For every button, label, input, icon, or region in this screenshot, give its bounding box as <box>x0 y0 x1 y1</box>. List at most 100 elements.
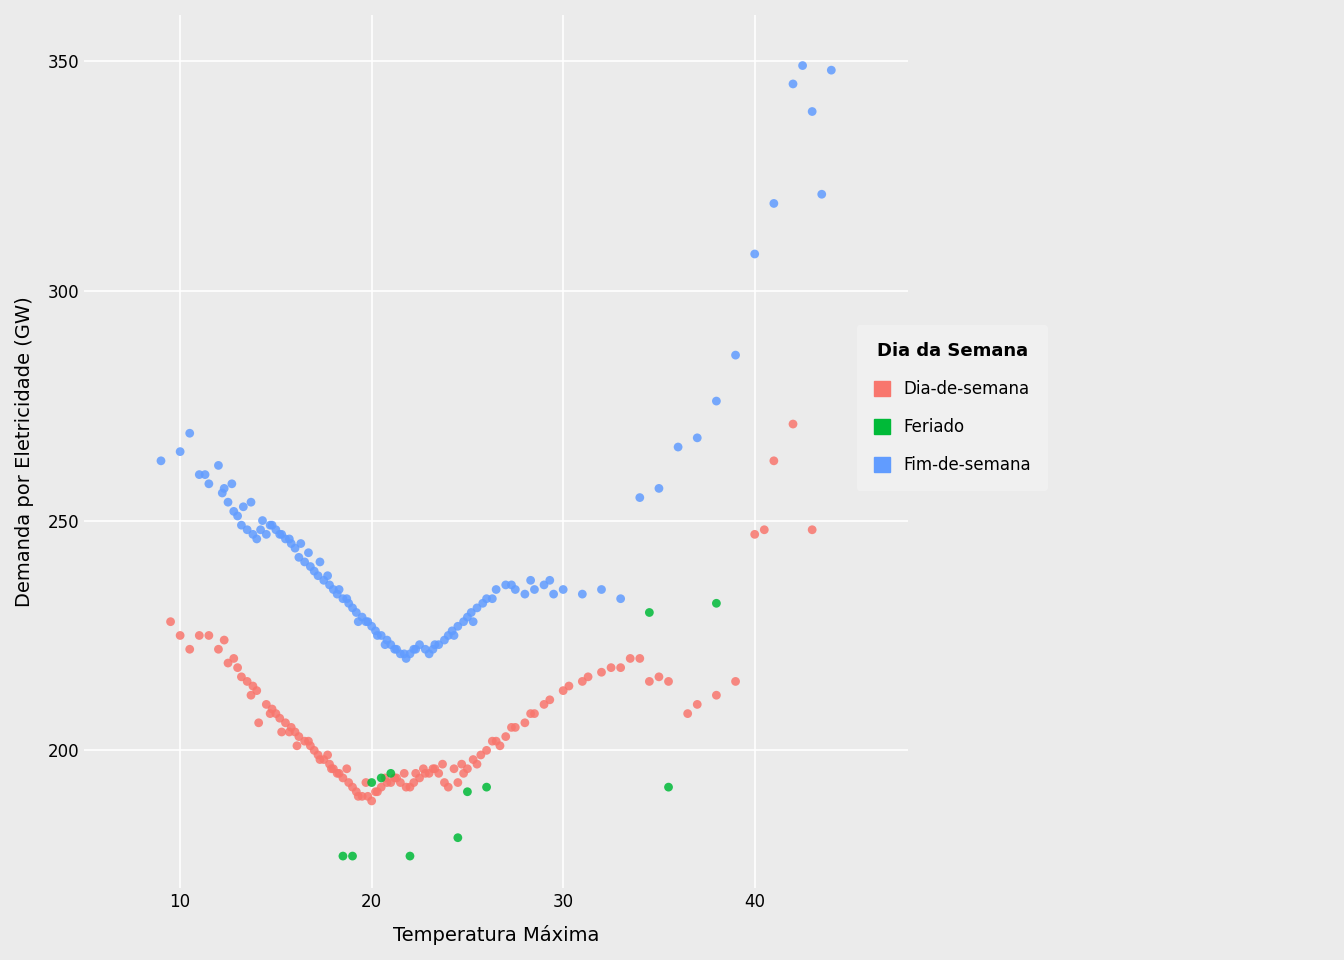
Feriado <box>371 770 392 785</box>
Dia-de-semana <box>539 692 560 708</box>
Dia-de-semana <box>271 724 293 739</box>
Fim-de-semana <box>319 577 340 592</box>
Dia-de-semana <box>520 706 542 721</box>
Dia-de-semana <box>558 679 579 694</box>
Feriado <box>657 780 679 795</box>
Dia-de-semana <box>422 761 444 777</box>
Fim-de-semana <box>285 540 306 556</box>
Fim-de-semana <box>376 633 398 648</box>
Fim-de-semana <box>345 605 367 620</box>
Dia-de-semana <box>462 752 484 767</box>
Dia-de-semana <box>323 761 344 777</box>
Fim-de-semana <box>745 247 766 262</box>
Feriado <box>380 766 402 781</box>
Dia-de-semana <box>571 674 593 689</box>
Dia-de-semana <box>345 784 367 800</box>
Dia-de-semana <box>405 766 426 781</box>
Fim-de-semana <box>380 637 402 653</box>
Fim-de-semana <box>520 572 542 588</box>
Fim-de-semana <box>246 531 267 546</box>
Fim-de-semana <box>461 605 482 620</box>
Fim-de-semana <box>242 527 263 542</box>
Fim-de-semana <box>485 582 507 597</box>
Dia-de-semana <box>801 522 823 538</box>
Dia-de-semana <box>231 669 253 684</box>
Dia-de-semana <box>444 761 465 777</box>
Fim-de-semana <box>453 614 474 630</box>
Dia-de-semana <box>308 747 329 762</box>
Fim-de-semana <box>457 610 478 625</box>
Fim-de-semana <box>384 641 406 657</box>
Fim-de-semana <box>278 531 300 546</box>
Dia-de-semana <box>453 766 474 781</box>
Dia-de-semana <box>409 770 430 785</box>
Dia-de-semana <box>364 784 386 800</box>
Fim-de-semana <box>195 467 216 482</box>
Dia-de-semana <box>188 628 210 643</box>
Dia-de-semana <box>380 775 402 790</box>
Feriado <box>399 849 421 864</box>
Dia-de-semana <box>438 780 460 795</box>
Fim-de-semana <box>414 641 435 657</box>
Dia-de-semana <box>362 793 383 808</box>
Y-axis label: Demanda por Eletricidade (GW): Demanda por Eletricidade (GW) <box>15 297 34 607</box>
Feriado <box>448 830 469 846</box>
Dia-de-semana <box>332 770 353 785</box>
Fim-de-semana <box>801 104 823 119</box>
Fim-de-semana <box>169 444 191 459</box>
Dia-de-semana <box>504 720 526 735</box>
Fim-de-semana <box>403 641 425 657</box>
Fim-de-semana <box>251 513 273 528</box>
Dia-de-semana <box>227 660 249 675</box>
Dia-de-semana <box>355 775 376 790</box>
Fim-de-semana <box>151 453 172 468</box>
Fim-de-semana <box>332 591 353 607</box>
Fim-de-semana <box>304 564 325 579</box>
Dia-de-semana <box>457 761 478 777</box>
Fim-de-semana <box>298 545 320 561</box>
Fim-de-semana <box>341 600 363 615</box>
Feriado <box>476 780 497 795</box>
Dia-de-semana <box>337 775 359 790</box>
Dia-de-semana <box>425 761 446 777</box>
Dia-de-semana <box>319 756 340 772</box>
Fim-de-semana <box>241 494 262 510</box>
Dia-de-semana <box>237 674 258 689</box>
Fim-de-semana <box>724 348 746 363</box>
Dia-de-semana <box>265 706 286 721</box>
Dia-de-semana <box>501 720 523 735</box>
Fim-de-semana <box>208 458 230 473</box>
Fim-de-semana <box>222 476 243 492</box>
Dia-de-semana <box>414 766 435 781</box>
Fim-de-semana <box>250 522 271 538</box>
Dia-de-semana <box>524 706 546 721</box>
Fim-de-semana <box>534 577 555 592</box>
Dia-de-semana <box>285 724 306 739</box>
Fim-de-semana <box>259 517 281 533</box>
Dia-de-semana <box>313 752 335 767</box>
Dia-de-semana <box>304 743 325 758</box>
Dia-de-semana <box>620 651 641 666</box>
Dia-de-semana <box>179 641 200 657</box>
Dia-de-semana <box>214 633 235 648</box>
Dia-de-semana <box>218 656 239 671</box>
Fim-de-semana <box>336 591 358 607</box>
Fim-de-semana <box>539 572 560 588</box>
Fim-de-semana <box>214 481 235 496</box>
Dia-de-semana <box>515 715 536 731</box>
Fim-de-semana <box>524 582 546 597</box>
Fim-de-semana <box>434 633 456 648</box>
Dia-de-semana <box>255 697 277 712</box>
Dia-de-semana <box>247 715 269 731</box>
Fim-de-semana <box>269 527 290 542</box>
Fim-de-semana <box>405 641 426 657</box>
Dia-de-semana <box>358 789 379 804</box>
Feriado <box>457 784 478 800</box>
Fim-de-semana <box>648 481 669 496</box>
Feriado <box>362 775 383 790</box>
Fim-de-semana <box>355 614 376 630</box>
Fim-de-semana <box>188 467 210 482</box>
Dia-de-semana <box>327 766 348 781</box>
Dia-de-semana <box>427 766 449 781</box>
Dia-de-semana <box>629 651 650 666</box>
